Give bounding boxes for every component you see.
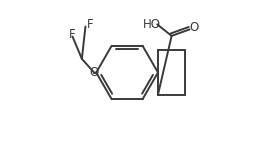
Text: F: F — [69, 28, 76, 41]
Text: O: O — [89, 66, 99, 79]
Text: HO: HO — [143, 18, 161, 31]
Text: O: O — [189, 21, 198, 35]
Text: F: F — [86, 18, 93, 31]
